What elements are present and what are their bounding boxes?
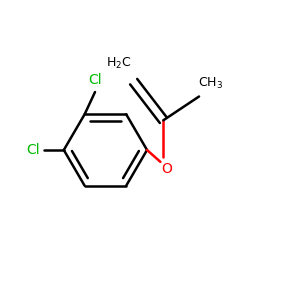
Text: H$_2$C: H$_2$C bbox=[106, 56, 132, 71]
Text: Cl: Cl bbox=[88, 73, 102, 87]
Text: O: O bbox=[161, 162, 172, 176]
Text: CH$_3$: CH$_3$ bbox=[198, 76, 224, 91]
Text: Cl: Cl bbox=[26, 143, 39, 157]
